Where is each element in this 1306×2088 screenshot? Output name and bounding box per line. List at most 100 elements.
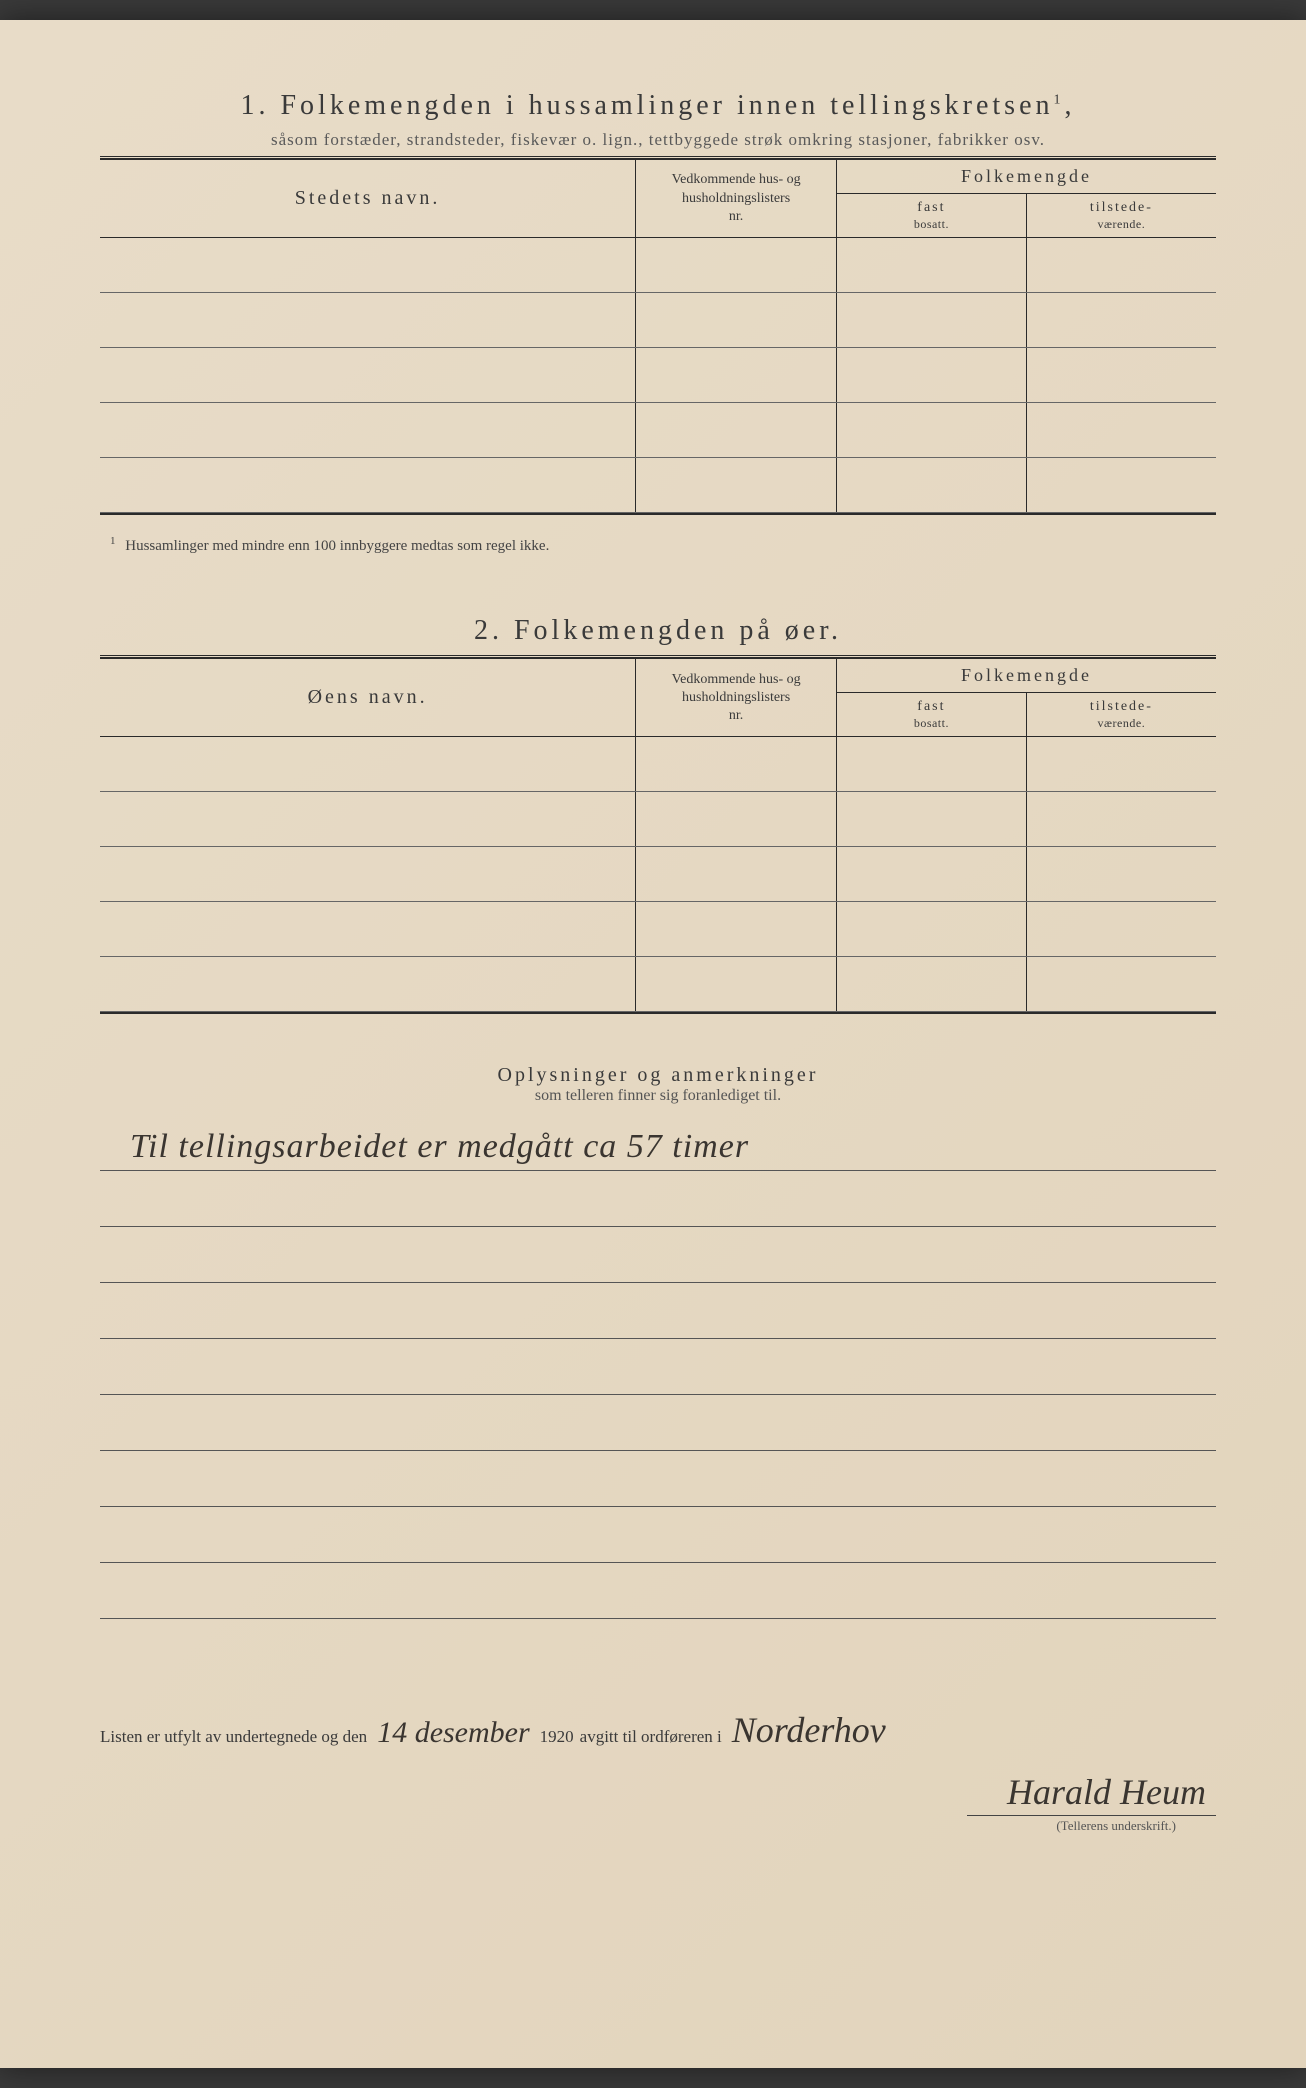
table-cell <box>837 737 1027 792</box>
table-cell <box>636 737 837 792</box>
section2-table: Øens navn. Vedkommende hus- og husholdni… <box>100 659 1216 1012</box>
remarks-line <box>100 1227 1216 1283</box>
signature-block: Listen er utfylt av undertegnede og den … <box>100 1709 1216 1834</box>
signature-caption: (Tellerens underskrift.) <box>100 1818 1216 1834</box>
ref2-l2: husholdningslisters <box>682 690 790 705</box>
table-row <box>100 737 1216 792</box>
remarks-line <box>100 1451 1216 1507</box>
section1-table: Stedets navn. Vedkommende hus- og hushol… <box>100 160 1216 513</box>
table-row <box>100 238 1216 293</box>
table-cell <box>837 957 1027 1012</box>
table-row <box>100 458 1216 513</box>
remarks-handwritten: Til tellingsarbeidet er medgått ca 57 ti… <box>130 1128 749 1166</box>
signature-name-handwritten: Harald Heum <box>967 1771 1216 1816</box>
section1-title-sup: 1 <box>1054 93 1065 108</box>
fast-l2: bosatt. <box>845 217 1018 231</box>
rule <box>100 1012 1216 1014</box>
table-cell <box>837 458 1027 513</box>
table-cell <box>1026 847 1216 902</box>
col-fast2: fast bosatt. <box>837 693 1027 737</box>
table-cell <box>837 403 1027 458</box>
ref-l1: Vedkommende hus- og <box>672 172 801 187</box>
tilst2-l2: værende. <box>1035 716 1208 730</box>
table-cell <box>100 847 636 902</box>
table-row <box>100 847 1216 902</box>
table-cell <box>837 792 1027 847</box>
col-fast: fast bosatt. <box>837 194 1027 238</box>
section2-title-text: Folkemengden på øer. <box>514 615 842 646</box>
table-cell <box>837 238 1027 293</box>
remarks-title: Oplysninger og anmerkninger <box>100 1064 1216 1087</box>
table-cell <box>837 348 1027 403</box>
table-cell <box>100 902 636 957</box>
table-row <box>100 293 1216 348</box>
table-cell <box>100 792 636 847</box>
col-ref2: Vedkommende hus- og husholdningslisters … <box>636 659 837 737</box>
table-cell <box>1026 957 1216 1012</box>
table-cell <box>636 403 837 458</box>
table-cell <box>636 957 837 1012</box>
sig-prefix: Listen er utfylt av undertegnede og den <box>100 1727 367 1747</box>
rule <box>100 513 1216 515</box>
table-cell <box>1026 737 1216 792</box>
fast2-l1: fast <box>917 699 945 714</box>
table-cell <box>1026 348 1216 403</box>
col-oens-navn: Øens navn. <box>100 659 636 737</box>
tilst2-l1: tilstede- <box>1090 699 1153 714</box>
table-cell <box>100 293 636 348</box>
sig-year: 1920 <box>540 1727 574 1747</box>
section2-body <box>100 737 1216 1012</box>
remarks-line <box>100 1171 1216 1227</box>
table-cell <box>1026 458 1216 513</box>
table-row <box>100 348 1216 403</box>
remarks-line <box>100 1395 1216 1451</box>
section2-number: 2. <box>474 615 503 646</box>
col-tilstede: tilstede- værende. <box>1026 194 1216 238</box>
sig-mid: avgitt til ordføreren i <box>580 1727 722 1747</box>
remarks-line <box>100 1507 1216 1563</box>
section1-footnote: 1 Hussamlinger med mindre enn 100 innbyg… <box>110 535 1216 555</box>
col-stedets-navn: Stedets navn. <box>100 160 636 238</box>
tilst-l2: værende. <box>1035 217 1208 231</box>
tilst-l1: tilstede- <box>1090 200 1153 215</box>
table-cell <box>1026 902 1216 957</box>
table-cell <box>1026 403 1216 458</box>
remarks-subtitle: som telleren finner sig foranlediget til… <box>100 1087 1216 1105</box>
remarks-line <box>100 1283 1216 1339</box>
remarks-area: Til tellingsarbeidet er medgått ca 57 ti… <box>100 1115 1216 1619</box>
table-cell <box>636 902 837 957</box>
table-cell <box>837 902 1027 957</box>
ref-l2: husholdningslisters <box>682 191 790 206</box>
col-folkemengde: Folkemengde <box>837 160 1216 194</box>
table-cell <box>636 348 837 403</box>
remarks-line <box>100 1339 1216 1395</box>
document-page: 1. Folkemengden i hussamlinger innen tel… <box>0 20 1306 2068</box>
sig-date-handwritten: 14 desember <box>373 1716 533 1750</box>
remarks-line: Til tellingsarbeidet er medgått ca 57 ti… <box>100 1115 1216 1171</box>
col-tilstede2: tilstede- værende. <box>1026 693 1216 737</box>
table-cell <box>100 458 636 513</box>
table-cell <box>100 403 636 458</box>
table-cell <box>837 847 1027 902</box>
table-cell <box>636 293 837 348</box>
table-cell <box>1026 238 1216 293</box>
table-cell <box>100 957 636 1012</box>
section1-subtitle: såsom forstæder, strandsteder, fiskevær … <box>100 130 1216 150</box>
table-row <box>100 792 1216 847</box>
section1-body <box>100 238 1216 513</box>
table-cell <box>636 847 837 902</box>
ref2-l1: Vedkommende hus- og <box>672 672 801 687</box>
col-folkemengde2: Folkemengde <box>837 659 1216 693</box>
section2-title: 2. Folkemengden på øer. <box>100 615 1216 647</box>
table-cell <box>1026 792 1216 847</box>
table-cell <box>636 238 837 293</box>
ref-l3: nr. <box>729 209 743 224</box>
ref2-l3: nr. <box>729 708 743 723</box>
section1-title-text: Folkemengden i hussamlinger innen tellin… <box>280 90 1053 121</box>
table-row <box>100 957 1216 1012</box>
table-cell <box>100 737 636 792</box>
sig-place-handwritten: Norderhov <box>728 1709 890 1751</box>
table-cell <box>837 293 1027 348</box>
col-ref: Vedkommende hus- og husholdningslisters … <box>636 160 837 238</box>
section1-number: 1. <box>240 90 269 121</box>
